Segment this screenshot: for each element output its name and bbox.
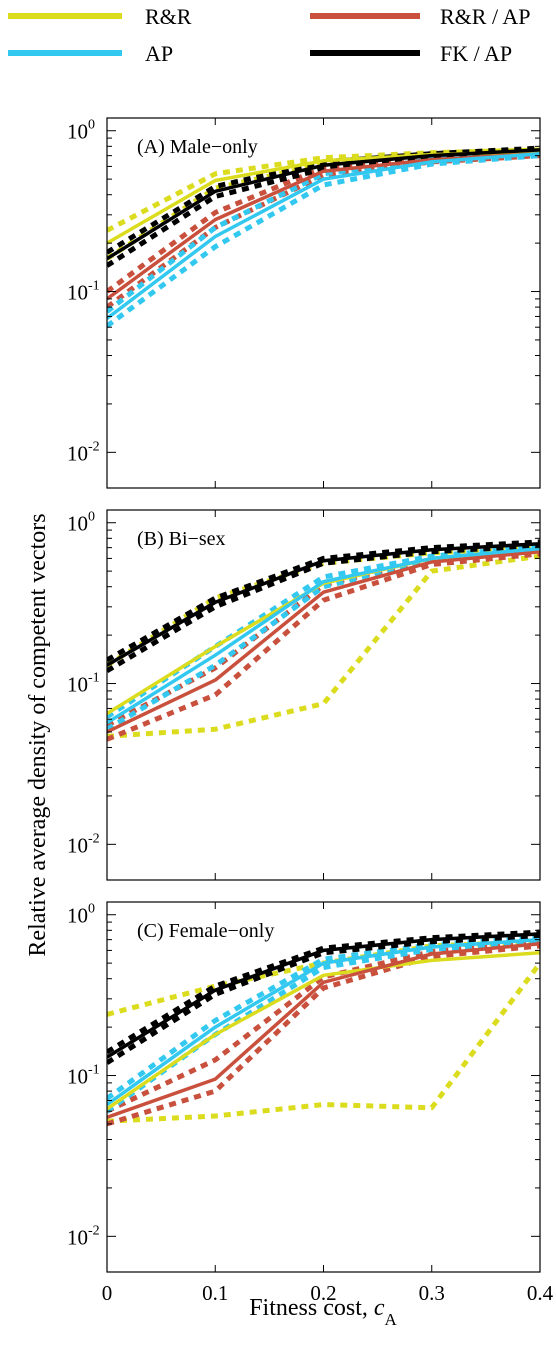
plot-frame [106,117,541,489]
series-ap-lower-bound [107,153,540,329]
x-axis-label: Fitness cost, cA [249,1295,397,1329]
y-ticks [106,902,541,1272]
x-tick-label: 0 [102,1281,113,1305]
series-fk-ap-upper-bound [107,539,540,663]
series-randr-ap-line [107,549,540,734]
x-tick-label: 0.2 [310,1281,336,1305]
panel-b: 100 10-1 10-2 (B) Bi−sex [67,509,541,881]
series-randr-line [107,547,540,716]
series-ap-line [107,546,540,725]
series-fk-ap-lower-bound [107,543,540,673]
y-tick-label: 100 [67,118,95,144]
y-tick-label: 100 [67,510,95,536]
panel-c: 100 10-1 10-2 0 0.1 0.2 0.3 0.4 (C) Female−only [67,901,554,1305]
series-randr-ap-line [107,941,540,1119]
legend-item-fk-ap: FK / AP [310,41,512,66]
y-tick-label: 10-1 [67,1063,100,1089]
y-tick-label: 10-1 [67,671,100,697]
y-ticks [106,510,541,880]
legend-label: FK / AP [440,41,512,66]
legend-item-ap: AP [8,41,173,66]
legend-label: R&R [145,4,192,29]
y-tick-label: 10-2 [67,439,100,465]
series-ap-upper-bound [107,544,540,719]
series-ap-line [107,151,540,320]
series-randr-line [107,951,540,1111]
series-lines [107,539,540,742]
series-ap-lower-bound [107,939,540,1114]
x-tick-label: 0.3 [419,1281,445,1305]
series-lines [107,929,540,1127]
panel-title: (B) Bi−sex [137,528,226,550]
panel-title: (A) Male−only [137,136,258,158]
y-tick-label: 10-2 [67,1223,100,1249]
panel-title: (C) Female−only [137,920,274,942]
x-tick-label: 0.4 [527,1281,554,1305]
y-tick-label: 100 [67,902,95,928]
x-tick-label: 0.1 [202,1281,228,1305]
legend-label: AP [145,41,173,66]
y-tick-label: 10-1 [67,279,100,305]
panel-a: 100 10-1 10-2 (A) Male−only [67,117,541,489]
series-ap-upper-bound [107,935,540,1101]
y-ticks [106,118,541,488]
chart-panels: 100 10-1 10-2 (A) Male−only 100 10-1 10-2 (B) B… [67,117,554,1305]
series-randr-ap-lower-bound [107,551,540,742]
legend-item-randr-ap: R&R / AP [310,4,530,29]
legend: R&R R&R / AP AP FK / AP [8,4,530,66]
legend-item-randr: R&R [8,4,192,29]
series-randr-ap-lower-bound [107,943,540,1127]
y-tick-label: 10-2 [67,831,100,857]
series-ap-upper-bound [107,149,540,314]
series-ap-line [107,937,540,1106]
legend-label: R&R / AP [440,4,530,29]
series-fk-ap-lower-bound [107,149,540,268]
series-randr-upper-bound [107,147,540,233]
series-fk-ap-upper-bound [107,929,540,1055]
series-lines [107,145,540,329]
y-axis-label: Relative average density of competent ve… [25,513,51,956]
